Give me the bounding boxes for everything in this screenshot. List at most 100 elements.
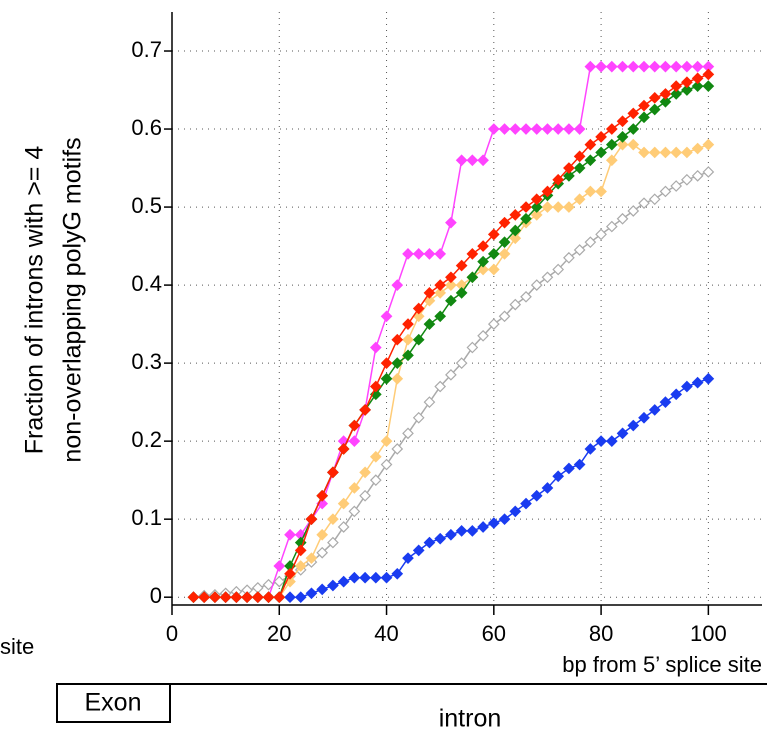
data-point xyxy=(691,60,704,73)
data-point xyxy=(294,591,307,604)
data-point xyxy=(702,80,715,92)
data-point xyxy=(509,123,522,135)
data-point xyxy=(681,380,693,393)
data-point xyxy=(670,60,683,73)
data-point xyxy=(638,99,650,112)
data-point xyxy=(595,146,607,159)
data-point xyxy=(402,248,414,260)
data-point xyxy=(284,567,296,580)
data-point xyxy=(605,60,618,73)
data-point xyxy=(595,228,607,241)
data-point xyxy=(595,130,607,143)
data-point xyxy=(369,450,382,463)
y-tick-label: 0.5 xyxy=(131,193,162,218)
data-point xyxy=(434,287,447,299)
data-point xyxy=(659,396,672,408)
data-point xyxy=(584,185,597,198)
data-point xyxy=(327,466,339,479)
data-point xyxy=(520,201,532,213)
data-point xyxy=(294,560,307,572)
data-point xyxy=(445,271,457,284)
data-point xyxy=(466,248,479,260)
data-point xyxy=(423,248,436,260)
data-point xyxy=(434,380,447,393)
data-point xyxy=(681,60,693,73)
data-point xyxy=(359,489,371,502)
data-point xyxy=(348,571,361,584)
data-point xyxy=(402,333,414,346)
data-point xyxy=(380,571,393,584)
data-point xyxy=(423,287,436,299)
data-point xyxy=(369,474,382,487)
series-line xyxy=(193,378,709,598)
data-point xyxy=(262,591,275,604)
y-axis-title: non-overlapping polyG motifs xyxy=(59,137,87,462)
data-point xyxy=(670,180,683,192)
data-point xyxy=(455,154,468,167)
data-point xyxy=(380,435,393,447)
data-point xyxy=(681,76,693,89)
data-point xyxy=(251,581,264,594)
data-point xyxy=(638,197,650,210)
exon-label: Exon xyxy=(85,689,142,717)
data-point xyxy=(316,528,329,541)
y-tick-label: 0.2 xyxy=(131,427,162,452)
data-point xyxy=(348,482,361,494)
data-point xyxy=(670,388,683,401)
data-point xyxy=(638,111,650,124)
x-tick-label: 0 xyxy=(166,621,178,646)
data-point xyxy=(273,575,286,588)
data-point xyxy=(305,587,318,600)
data-point xyxy=(659,95,672,108)
data-point xyxy=(380,357,393,369)
data-point xyxy=(348,435,361,447)
data-point xyxy=(659,60,672,73)
data-point xyxy=(541,271,554,284)
data-point xyxy=(616,138,629,151)
data-point xyxy=(552,173,565,186)
data-point xyxy=(616,130,629,143)
data-point xyxy=(380,372,393,385)
x-tick-label: 20 xyxy=(267,621,291,646)
data-point xyxy=(573,162,586,174)
data-point xyxy=(627,107,640,120)
data-point xyxy=(487,318,500,330)
data-point xyxy=(541,185,554,198)
data-point xyxy=(595,60,607,73)
data-point xyxy=(681,84,693,96)
data-point xyxy=(412,544,425,557)
data-point xyxy=(434,532,447,545)
data-point xyxy=(187,591,200,604)
data-point xyxy=(477,154,489,167)
data-point xyxy=(638,146,650,159)
x-tick-label: 100 xyxy=(690,621,727,646)
data-point xyxy=(466,154,479,167)
data-point xyxy=(391,279,404,291)
data-point xyxy=(616,115,629,128)
data-point xyxy=(369,341,382,354)
data-point xyxy=(337,521,350,533)
y-tick-label: 0.3 xyxy=(131,349,162,374)
data-point xyxy=(552,201,565,213)
data-point xyxy=(541,482,554,494)
data-point xyxy=(284,591,296,604)
data-point xyxy=(541,123,554,135)
data-point xyxy=(316,583,329,596)
data-point xyxy=(681,146,693,159)
data-point xyxy=(627,205,640,217)
data-point xyxy=(509,505,522,518)
data-point xyxy=(198,591,211,604)
data-point xyxy=(251,591,264,604)
data-point xyxy=(627,60,640,73)
data-point xyxy=(391,567,404,580)
data-point xyxy=(702,166,715,178)
data-point xyxy=(423,536,436,549)
data-point xyxy=(605,220,618,233)
data-point xyxy=(691,170,704,182)
data-point xyxy=(477,255,489,268)
data-point xyxy=(530,123,543,135)
data-point xyxy=(316,489,329,502)
data-point xyxy=(520,212,532,225)
data-point xyxy=(659,185,672,198)
data-point xyxy=(402,427,414,440)
